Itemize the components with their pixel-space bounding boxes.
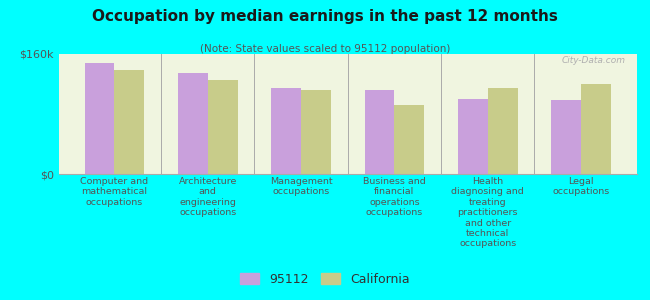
Legend: 95112, California: 95112, California [235,268,415,291]
Bar [458,99,488,174]
Bar [488,88,517,174]
Text: Occupation by median earnings in the past 12 months: Occupation by median earnings in the pas… [92,9,558,24]
Bar [114,70,144,174]
Text: Business and
financial
operations
occupations: Business and financial operations occupa… [363,177,426,217]
Bar [395,105,424,174]
Text: Health
diagnosing and
treating
practitioners
and other
technical
occupations: Health diagnosing and treating practitio… [451,177,524,248]
Bar [84,63,114,174]
Bar [178,73,208,174]
Bar [365,90,395,174]
Text: (Note: State values scaled to 95112 population): (Note: State values scaled to 95112 popu… [200,44,450,53]
Bar [301,90,331,174]
Bar [551,100,581,174]
Bar [581,84,611,174]
Text: Legal
occupations: Legal occupations [552,177,610,197]
Bar [208,80,238,174]
Bar [271,88,301,174]
Text: City-Data.com: City-Data.com [562,56,625,65]
Text: Architecture
and
engineering
occupations: Architecture and engineering occupations [179,177,237,217]
Text: Computer and
mathematical
occupations: Computer and mathematical occupations [81,177,149,207]
Text: Management
occupations: Management occupations [270,177,332,197]
